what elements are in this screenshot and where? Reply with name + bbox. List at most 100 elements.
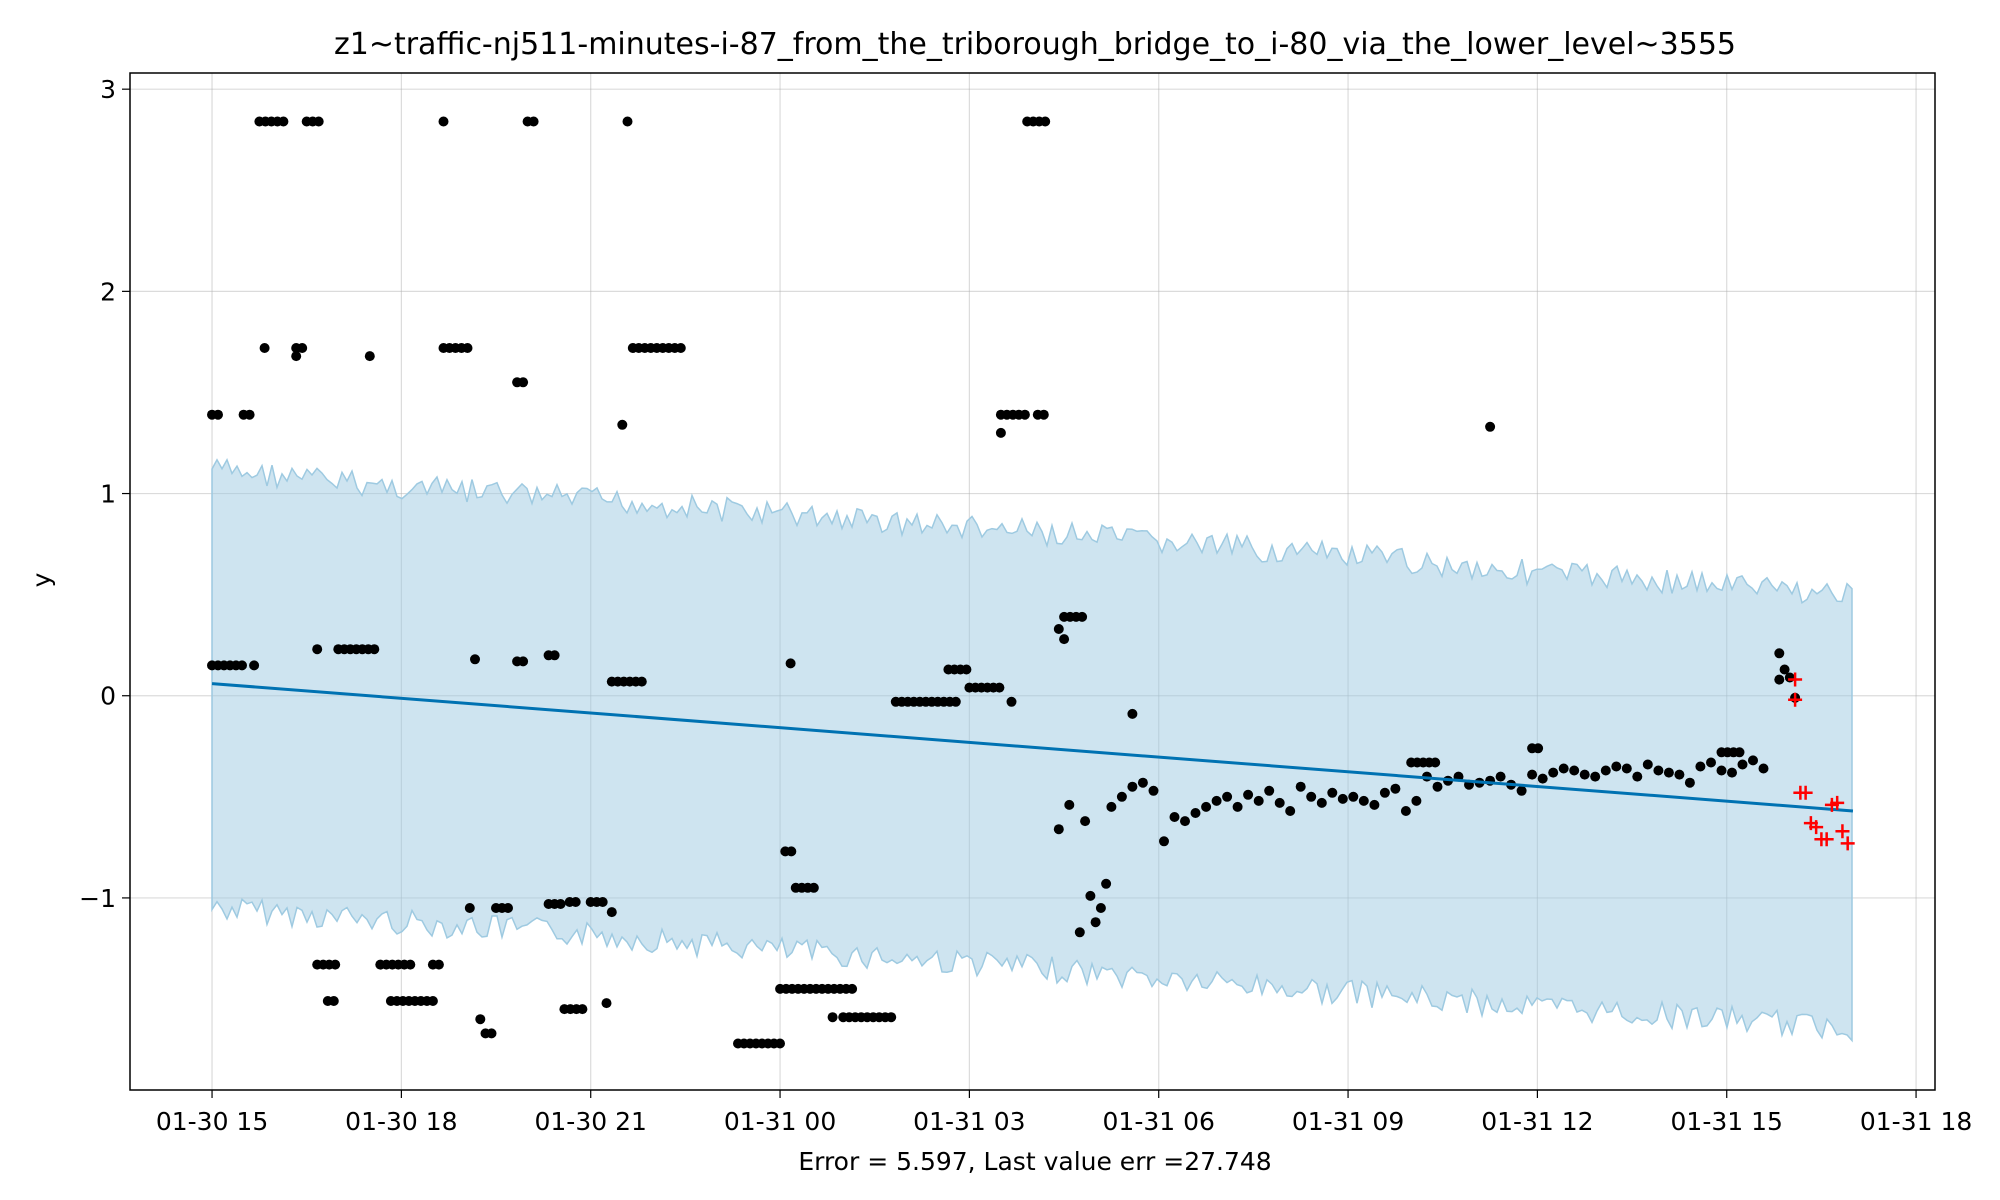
observed-point — [636, 676, 647, 687]
observed-point — [808, 882, 819, 893]
observed-point — [1080, 816, 1091, 827]
observed-point — [1527, 769, 1538, 780]
observed-point — [1432, 781, 1443, 792]
observed-point — [470, 654, 480, 665]
observed-point — [1116, 791, 1127, 802]
observed-point — [405, 959, 416, 970]
observed-point — [237, 660, 247, 671]
observed-point — [1684, 777, 1695, 788]
observed-point — [364, 351, 375, 362]
observed-point — [278, 116, 289, 127]
observed-point — [330, 959, 341, 970]
observed-point — [950, 696, 961, 707]
observed-point — [1495, 771, 1506, 782]
observed-point — [601, 998, 612, 1009]
observed-point — [1148, 785, 1159, 796]
holdout-point — [1798, 785, 1813, 800]
observed-point — [1737, 759, 1748, 770]
observed-point — [1537, 773, 1548, 784]
holdout-point — [1809, 820, 1824, 835]
x-tick-label: 01-31 12 — [1481, 1107, 1593, 1136]
observed-point — [1127, 781, 1138, 792]
observed-point — [786, 846, 797, 857]
holdout-point — [1788, 692, 1803, 707]
y-tick-label: 1 — [100, 480, 116, 509]
observed-point — [1734, 747, 1745, 758]
observed-point — [886, 1012, 897, 1023]
observed-point — [213, 409, 223, 420]
observed-point — [1169, 812, 1180, 822]
observed-point — [1201, 801, 1212, 812]
observed-point — [1019, 409, 1030, 420]
y-axis-ticks: 3 2 1 0 −1 — [79, 75, 130, 913]
observed-point — [847, 983, 858, 994]
x-tick-label: 01-31 15 — [1671, 1107, 1783, 1136]
observed-point — [369, 644, 380, 655]
observed-point — [570, 897, 581, 907]
x-tick-label: 01-31 00 — [724, 1107, 836, 1136]
observed-point — [464, 903, 475, 913]
observed-point — [462, 343, 473, 353]
observed-point — [486, 1028, 497, 1039]
observed-point — [1159, 836, 1169, 847]
observed-point — [1758, 763, 1769, 774]
x-tick-label: 01-30 15 — [156, 1107, 268, 1136]
observed-point — [1653, 765, 1664, 776]
observed-point — [827, 1012, 838, 1023]
observed-point — [1243, 789, 1254, 800]
observed-point — [1674, 769, 1685, 780]
observed-point — [313, 116, 324, 127]
observed-point — [1430, 757, 1441, 768]
observed-point — [1716, 765, 1727, 776]
observed-point — [249, 660, 260, 671]
x-axis-ticks: 01-30 15 01-30 18 01-30 21 01-31 00 01-31 03… — [156, 1090, 1972, 1136]
observed-point — [1211, 795, 1222, 806]
uncertainty-band-area — [211, 458, 1853, 1043]
y-axis-label: y — [27, 572, 56, 587]
uncertainty-band — [211, 458, 1853, 1043]
observed-point — [1038, 409, 1049, 420]
observed-point — [1611, 761, 1622, 772]
observed-point — [549, 650, 560, 661]
observed-point — [775, 1038, 785, 1049]
x-tick-label: 01-31 03 — [913, 1107, 1025, 1136]
plot-frame — [129, 72, 1936, 1091]
observed-point — [577, 1004, 588, 1015]
observed-point — [1006, 696, 1017, 707]
observed-point — [1106, 801, 1117, 812]
observed-point — [1306, 791, 1317, 802]
observed-point — [1632, 771, 1643, 782]
observed-point — [1253, 795, 1264, 806]
observed-point — [622, 116, 633, 127]
observed-point — [518, 377, 529, 388]
observed-point — [1779, 664, 1790, 675]
observed-point — [1190, 808, 1201, 818]
observed-point — [1548, 767, 1559, 778]
y-tick-label: 0 — [100, 682, 116, 711]
observed-point — [1695, 761, 1706, 772]
observed-point — [1579, 769, 1590, 780]
holdout-point — [1819, 832, 1834, 847]
observed-point — [1264, 785, 1275, 796]
observed-point — [1485, 421, 1496, 432]
observed-point — [1569, 765, 1580, 776]
observed-point — [1663, 767, 1674, 778]
observed-point — [328, 996, 339, 1006]
observed-point — [1358, 795, 1369, 806]
observed-point — [1090, 917, 1101, 928]
observed-point — [1059, 634, 1070, 645]
observed-point — [961, 664, 972, 675]
observed-point — [518, 656, 529, 667]
forecast-line — [211, 682, 1854, 813]
y-tick-label: −1 — [79, 884, 116, 913]
observed-point — [995, 427, 1006, 438]
observed-point — [1232, 801, 1243, 812]
holdout-point — [1840, 836, 1855, 851]
observed-point — [1074, 927, 1085, 938]
observed-point — [606, 907, 617, 918]
observed-point — [291, 351, 302, 362]
chart-title: z1~traffic-nj511-minutes-i-87_from_the_t… — [334, 27, 1736, 62]
observed-point — [1400, 806, 1411, 816]
observed-point — [617, 419, 628, 430]
observed-point — [597, 897, 608, 907]
